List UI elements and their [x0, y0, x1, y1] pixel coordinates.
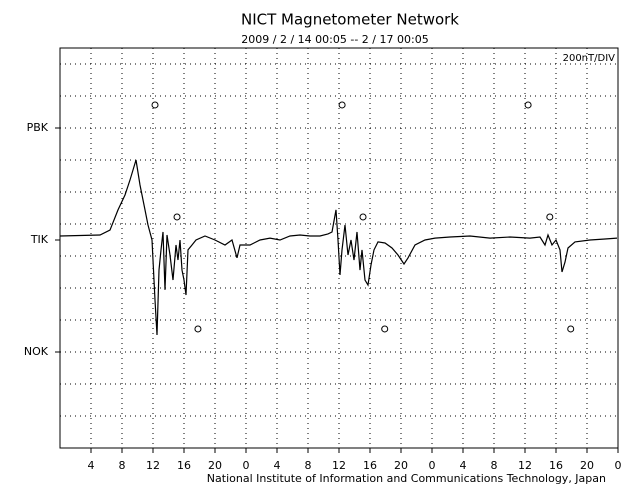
marker — [194, 325, 202, 333]
x-tick-label: 4 — [274, 459, 281, 472]
chart-subtitle: 2009 / 2 / 14 00:05 -- 2 / 17 00:05 — [241, 33, 428, 46]
footer: National Institute of Information and Co… — [207, 472, 606, 485]
x-tick-label: 12 — [518, 459, 532, 472]
x-tick-label: 20 — [208, 459, 222, 472]
x-tick-label: 12 — [146, 459, 160, 472]
marker — [151, 101, 159, 109]
chart-title: NICT Magnetometer Network — [241, 11, 459, 29]
x-tick-label: 0 — [429, 459, 436, 472]
x-tick-label: 0 — [615, 459, 622, 472]
x-tick-label: 20 — [580, 459, 594, 472]
x-tick-label: 8 — [119, 459, 126, 472]
trace-line — [59, 159, 618, 336]
x-tick-label: 20 — [394, 459, 408, 472]
marker — [173, 213, 181, 221]
y-tick-label: NOK — [24, 345, 49, 358]
marker — [524, 101, 532, 109]
y-tick-label: TIK — [30, 233, 49, 246]
x-tick-label: 8 — [491, 459, 498, 472]
x-tick-label: 12 — [332, 459, 346, 472]
marker — [546, 213, 554, 221]
x-tick-label: 16 — [177, 459, 191, 472]
x-tick-label: 4 — [88, 459, 95, 472]
x-tick-label: 0 — [243, 459, 250, 472]
plot-frame — [59, 47, 619, 449]
marker — [359, 213, 367, 221]
y-tick-label: PBK — [27, 121, 49, 134]
x-tick-label: 4 — [460, 459, 467, 472]
marker — [381, 325, 389, 333]
marker — [567, 325, 575, 333]
scale-label: 200nT/DIV — [563, 53, 616, 64]
x-tick-label: 8 — [305, 459, 312, 472]
x-tick-label: 16 — [549, 459, 563, 472]
x-tick-label: 16 — [363, 459, 377, 472]
marker — [338, 101, 346, 109]
